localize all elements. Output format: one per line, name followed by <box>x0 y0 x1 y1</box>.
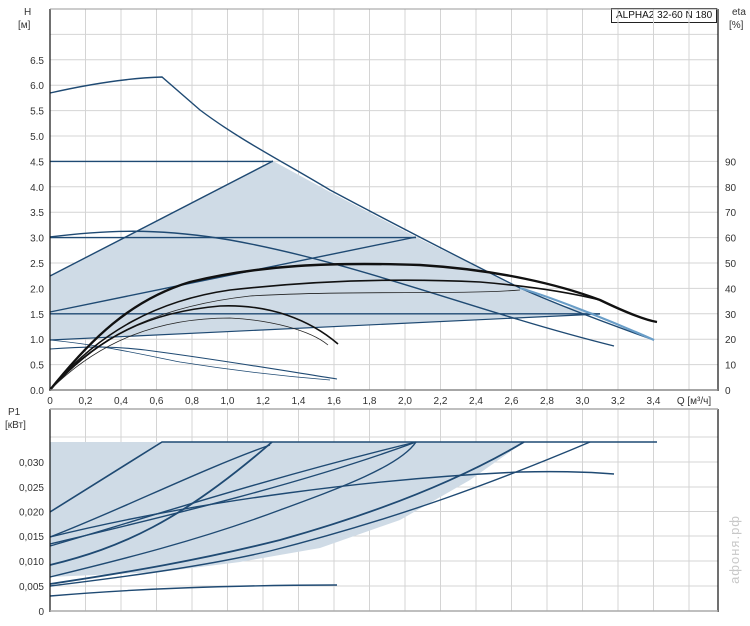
svg-text:1,0: 1,0 <box>221 396 235 407</box>
svg-text:4.0: 4.0 <box>30 183 44 194</box>
svg-text:3,2: 3,2 <box>611 396 625 407</box>
svg-text:5.0: 5.0 <box>30 132 44 143</box>
h-label: H <box>24 7 31 18</box>
h-tick-labels: 0.0 0.5 1.0 1.5 2.0 2.5 3.0 3.5 4.0 4.5 … <box>30 56 44 397</box>
svg-text:1.5: 1.5 <box>30 310 44 321</box>
eta-tick-labels: 0 10 20 30 40 50 60 70 80 90 <box>725 157 737 397</box>
svg-text:6.5: 6.5 <box>30 56 44 67</box>
svg-text:0.5: 0.5 <box>30 361 44 372</box>
svg-text:60: 60 <box>725 234 737 245</box>
svg-text:5.5: 5.5 <box>30 107 44 118</box>
operating-area-bottom-2 <box>50 442 524 577</box>
svg-text:10: 10 <box>725 361 737 372</box>
svg-text:1,8: 1,8 <box>363 396 377 407</box>
svg-text:0: 0 <box>38 607 44 618</box>
efficiency-curves <box>49 262 658 391</box>
q-tick-labels: 0 0,2 0,4 0,6 0,8 1,0 1,2 1,4 1,6 1,8 2,… <box>47 396 711 407</box>
svg-text:6.0: 6.0 <box>30 81 44 92</box>
svg-text:3,0: 3,0 <box>576 396 590 407</box>
svg-text:Q [м³/ч]: Q [м³/ч] <box>677 396 712 407</box>
power-curves <box>49 441 657 597</box>
eta-unit: [%] <box>729 20 744 31</box>
eta-label: eta <box>732 7 746 18</box>
svg-text:0,8: 0,8 <box>185 396 199 407</box>
svg-text:90: 90 <box>725 157 737 168</box>
p1-tick-labels: 0 0,005 0,010 0,015 0,020 0,025 0,030 <box>19 458 44 618</box>
svg-text:0,020: 0,020 <box>19 508 44 519</box>
svg-text:3.0: 3.0 <box>30 234 44 245</box>
svg-text:0: 0 <box>725 386 731 397</box>
svg-text:1,4: 1,4 <box>292 396 306 407</box>
svg-text:2,0: 2,0 <box>398 396 412 407</box>
svg-text:2.5: 2.5 <box>30 259 44 270</box>
svg-text:1.0: 1.0 <box>30 335 44 346</box>
svg-text:1,6: 1,6 <box>327 396 341 407</box>
svg-text:2,8: 2,8 <box>540 396 554 407</box>
svg-text:0: 0 <box>47 396 53 407</box>
h-unit: [м] <box>18 20 31 31</box>
svg-text:0,030: 0,030 <box>19 458 44 469</box>
p1-unit: [кВт] <box>5 420 26 431</box>
svg-text:1,2: 1,2 <box>256 396 270 407</box>
svg-text:0,6: 0,6 <box>150 396 164 407</box>
svg-text:30: 30 <box>725 310 737 321</box>
svg-text:3.5: 3.5 <box>30 208 44 219</box>
p1-label: P1 <box>8 407 21 418</box>
svg-text:0,2: 0,2 <box>79 396 93 407</box>
svg-text:2,6: 2,6 <box>505 396 519 407</box>
svg-text:4.5: 4.5 <box>30 157 44 168</box>
svg-text:2.0: 2.0 <box>30 284 44 295</box>
svg-text:0.0: 0.0 <box>30 386 44 397</box>
svg-text:0,4: 0,4 <box>114 396 128 407</box>
svg-text:2,2: 2,2 <box>434 396 448 407</box>
svg-text:20: 20 <box>725 335 737 346</box>
svg-text:40: 40 <box>725 284 737 295</box>
svg-text:0,005: 0,005 <box>19 582 44 593</box>
svg-text:70: 70 <box>725 208 737 219</box>
svg-text:80: 80 <box>725 183 737 194</box>
svg-text:3,4: 3,4 <box>647 396 661 407</box>
svg-text:50: 50 <box>725 259 737 270</box>
svg-text:2,4: 2,4 <box>469 396 483 407</box>
svg-text:0,025: 0,025 <box>19 483 44 494</box>
svg-text:0,010: 0,010 <box>19 557 44 568</box>
svg-text:0,015: 0,015 <box>19 532 44 543</box>
